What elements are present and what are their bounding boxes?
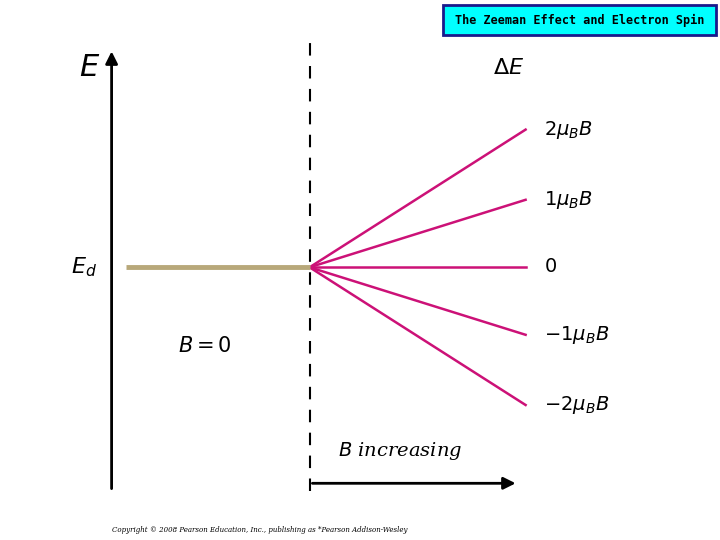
- Text: Copyright © 2008 Pearson Education, Inc., publishing as *Pearson Addison-Wesley: Copyright © 2008 Pearson Education, Inc.…: [112, 525, 407, 534]
- Text: $B = 0$: $B = 0$: [179, 335, 232, 356]
- Text: $\Delta E$: $\Delta E$: [493, 57, 524, 78]
- Text: $1\mu_B B$: $1\mu_B B$: [544, 189, 593, 211]
- Text: $B$ increasing: $B$ increasing: [338, 440, 463, 462]
- Text: $-2\mu_B B$: $-2\mu_B B$: [544, 394, 609, 416]
- Bar: [443, 5, 716, 35]
- Text: $E_d$: $E_d$: [71, 255, 97, 279]
- Text: $0$: $0$: [544, 258, 557, 276]
- Text: $2\mu_B B$: $2\mu_B B$: [544, 119, 593, 140]
- Text: $-1\mu_B B$: $-1\mu_B B$: [544, 324, 609, 346]
- Text: $E$: $E$: [79, 52, 101, 83]
- Text: The Zeeman Effect and Electron Spin: The Zeeman Effect and Electron Spin: [455, 14, 704, 27]
